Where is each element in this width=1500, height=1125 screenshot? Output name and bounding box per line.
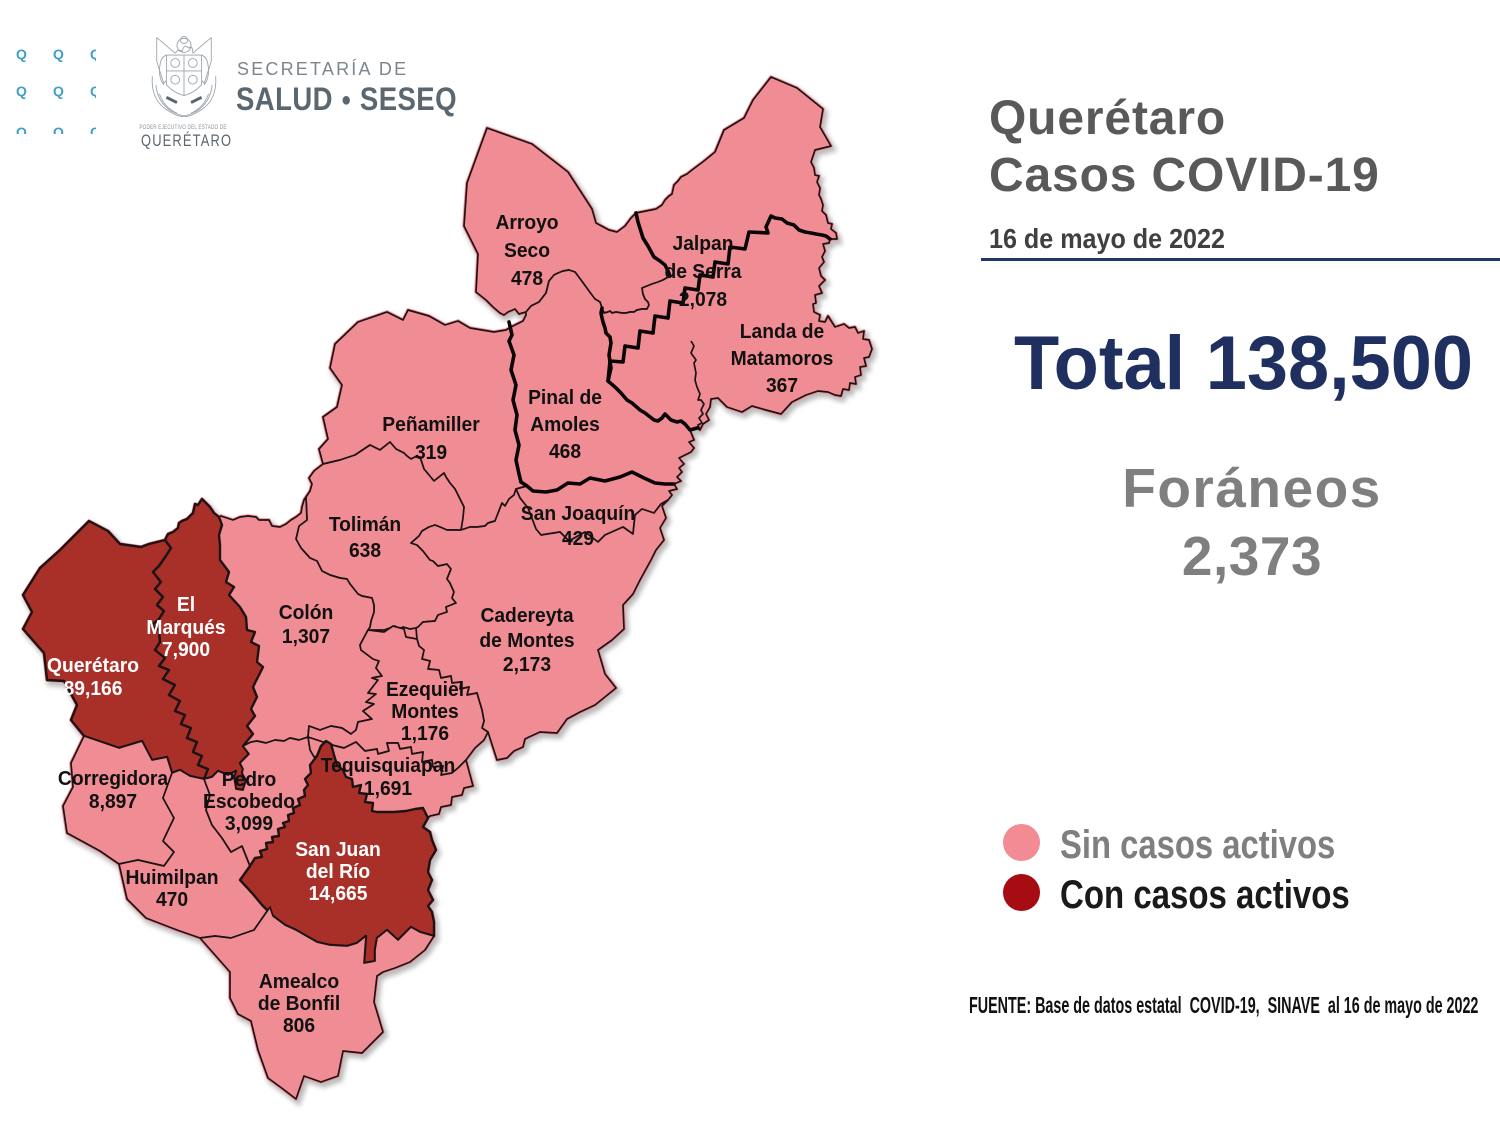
svg-text:1,307: 1,307 [282, 625, 330, 648]
svg-text:7,900: 7,900 [162, 638, 210, 661]
svg-text:Huimilpan: Huimilpan [125, 866, 218, 889]
svg-text:Landa de: Landa de [740, 320, 825, 343]
svg-text:de Bonfil: de Bonfil [258, 992, 340, 1015]
svg-text:Seco: Seco [504, 239, 550, 262]
svg-text:429: 429 [562, 527, 594, 550]
svg-text:Corregidora: Corregidora [58, 767, 169, 790]
svg-text:San Joaquín: San Joaquín [521, 502, 635, 525]
svg-text:14,665: 14,665 [309, 882, 368, 905]
svg-text:Escobedo: Escobedo [203, 790, 295, 813]
svg-text:1,176: 1,176 [401, 722, 449, 745]
svg-text:Marqués: Marqués [146, 616, 225, 639]
svg-text:8,897: 8,897 [89, 790, 137, 813]
svg-text:Cadereyta: Cadereyta [480, 604, 574, 627]
svg-text:Tolimán: Tolimán [329, 513, 401, 536]
svg-text:Jalpan: Jalpan [673, 232, 734, 255]
svg-text:470: 470 [156, 888, 188, 911]
svg-text:806: 806 [283, 1014, 315, 1037]
svg-text:Querétaro: Querétaro [47, 654, 139, 677]
svg-text:de Montes: de Montes [479, 629, 574, 652]
svg-text:89,166: 89,166 [64, 677, 123, 700]
svg-text:Pinal de: Pinal de [528, 386, 602, 409]
svg-text:Matamoros: Matamoros [731, 347, 834, 370]
svg-text:1,691: 1,691 [364, 777, 412, 800]
svg-text:2,078: 2,078 [679, 288, 727, 311]
svg-text:del Río: del Río [306, 860, 370, 883]
svg-text:Amoles: Amoles [530, 413, 600, 436]
svg-text:2,173: 2,173 [503, 653, 551, 676]
svg-text:El: El [177, 593, 195, 616]
svg-text:Peñamiller: Peñamiller [382, 413, 480, 436]
svg-text:319: 319 [415, 441, 447, 464]
svg-text:478: 478 [511, 267, 543, 290]
svg-text:Tequisquiapan: Tequisquiapan [321, 754, 455, 777]
svg-text:367: 367 [766, 374, 798, 397]
svg-text:Montes: Montes [391, 700, 458, 723]
svg-text:Arroyo: Arroyo [495, 211, 558, 234]
svg-text:de Serra: de Serra [664, 260, 742, 283]
svg-text:3,099: 3,099 [225, 812, 273, 835]
svg-text:Colón: Colón [279, 601, 334, 624]
svg-text:Amealco: Amealco [259, 970, 339, 993]
svg-text:638: 638 [349, 539, 381, 562]
svg-text:San Juan: San Juan [295, 838, 381, 861]
svg-text:Pedro: Pedro [222, 768, 277, 791]
svg-text:468: 468 [549, 440, 581, 463]
svg-text:Ezequiel: Ezequiel [386, 678, 464, 701]
